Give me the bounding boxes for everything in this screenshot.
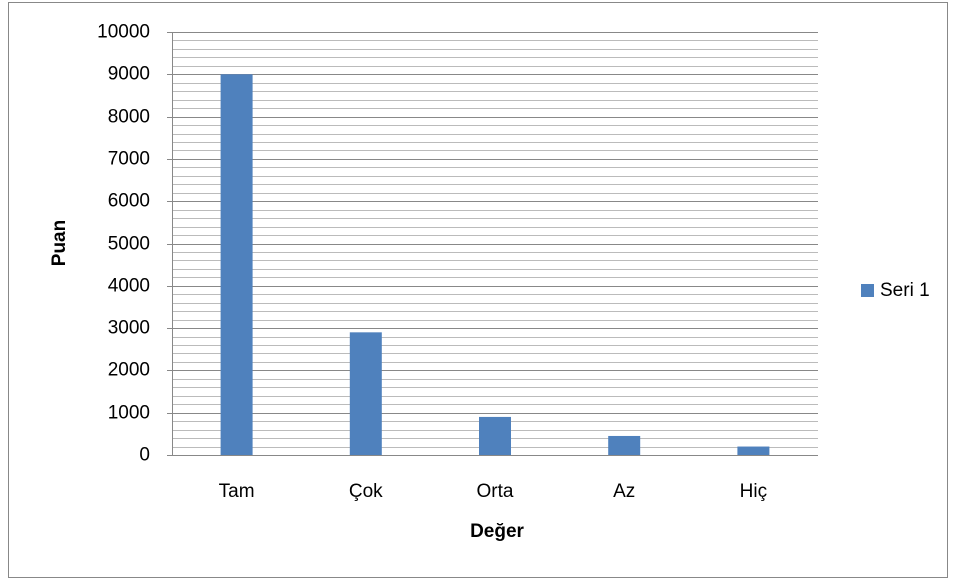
y-tick-label: 2000 <box>108 360 150 381</box>
x-tick-label: Tam <box>219 481 255 502</box>
x-tick-label: Orta <box>477 481 514 502</box>
bar <box>479 416 511 455</box>
y-tick-label: 7000 <box>108 149 150 170</box>
x-tick-label: Az <box>613 481 635 502</box>
y-tick-label: 9000 <box>108 64 150 85</box>
y-tick-label: 8000 <box>108 107 150 128</box>
bar <box>737 446 770 455</box>
x-axis-title: Değer <box>470 521 524 542</box>
y-tick-label: 3000 <box>108 318 150 339</box>
y-tick-label: 5000 <box>108 234 150 255</box>
y-tick-label: 4000 <box>108 276 150 297</box>
bar <box>608 435 641 455</box>
y-tick-label: 10000 <box>97 22 150 43</box>
y-axis-title: Puan <box>49 220 70 266</box>
y-tick-label: 0 <box>139 445 150 466</box>
chart-border <box>8 2 948 578</box>
x-tick-label: Hiç <box>740 481 767 502</box>
bar <box>220 74 253 456</box>
y-tick-label: 1000 <box>108 403 150 424</box>
legend-swatch <box>861 284 874 297</box>
bar <box>349 332 382 455</box>
legend-label: Seri 1 <box>880 280 930 301</box>
x-tick-label: Çok <box>349 481 383 502</box>
y-tick-label: 6000 <box>108 191 150 212</box>
